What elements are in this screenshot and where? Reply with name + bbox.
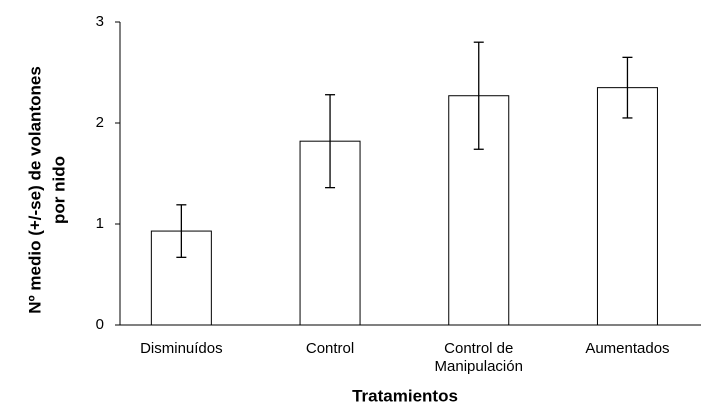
x-tick-label: Control de Manipulación xyxy=(435,340,523,375)
x-tick-label-line: Control de xyxy=(444,340,513,357)
y-axis-label: Nº medio (+/-se) de volantones por nido xyxy=(25,66,68,314)
y-tick-label: 3 xyxy=(96,13,104,30)
x-tick-label-line: Control xyxy=(306,340,354,357)
x-tick-label: Control xyxy=(306,340,354,357)
y-tick-label: 2 xyxy=(96,114,104,131)
error-bar xyxy=(622,56,633,119)
x-tick-label: Aumentados xyxy=(585,340,669,357)
x-axis-label: Tratamientos xyxy=(352,386,458,405)
bar xyxy=(596,87,658,326)
x-tick-label: Disminuídos xyxy=(140,340,223,357)
x-tick-label-line: Disminuídos xyxy=(140,340,223,357)
y-axis-label-line: Nº medio (+/-se) de volantones xyxy=(25,66,44,314)
error-bar xyxy=(325,94,336,189)
error-bar xyxy=(473,41,484,150)
y-tick-label: 0 xyxy=(96,316,104,333)
y-axis-label-line: por nido xyxy=(49,156,68,224)
x-tick-label-line: Aumentados xyxy=(585,340,669,357)
error-bar xyxy=(176,204,187,258)
x-tick-label-line: Manipulación xyxy=(435,358,523,375)
y-tick-label: 1 xyxy=(96,215,104,232)
